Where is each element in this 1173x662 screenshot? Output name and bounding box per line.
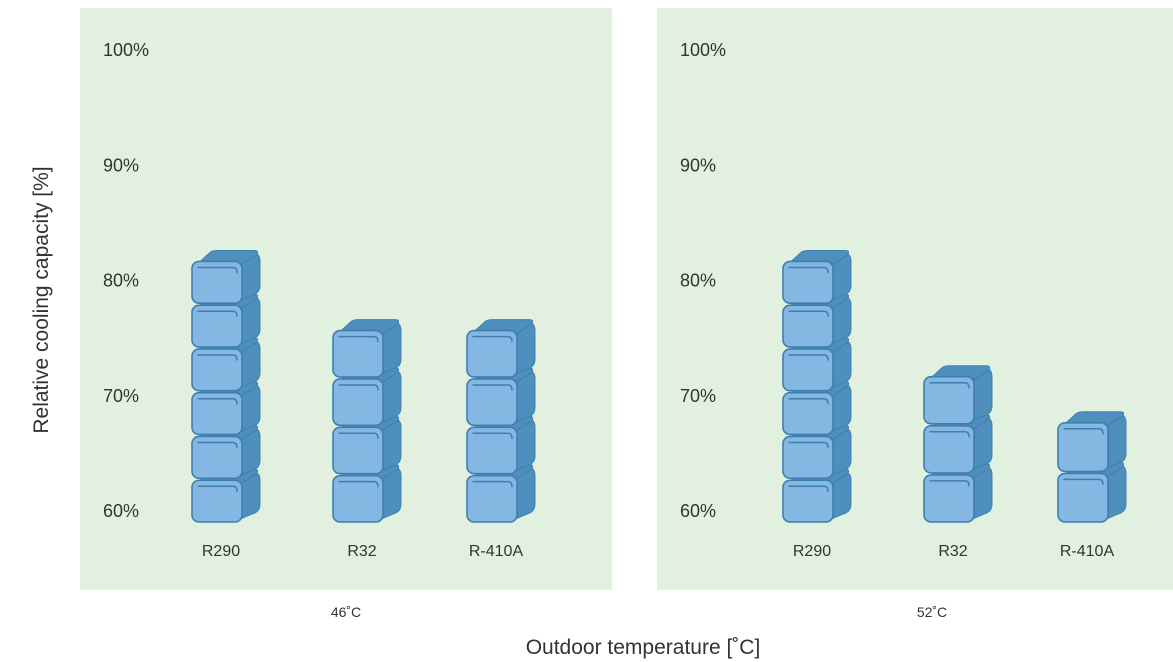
- cube-icon: [782, 337, 852, 392]
- y-tick-label: 100%: [680, 40, 726, 60]
- x-axis-title: Outdoor temperature [˚C]: [526, 636, 761, 659]
- bar-r32: [332, 319, 402, 523]
- cube-icon: [923, 414, 993, 474]
- bar-r290: [191, 249, 261, 523]
- bar-r-410a: [1057, 411, 1127, 523]
- cube-icon: [332, 319, 402, 378]
- y-tick-label: 60%: [680, 501, 716, 521]
- cube-icon: [332, 464, 402, 523]
- y-tick-label: 60%: [103, 501, 139, 521]
- y-tick-label: 80%: [680, 271, 716, 291]
- bar-r290: [782, 249, 852, 523]
- y-tick-label: 90%: [680, 155, 716, 175]
- chart-panel: 60% 70% 80% 90% 100% R290 R32 R-410A: [80, 8, 612, 590]
- y-tick-label: 100%: [103, 40, 149, 60]
- cube-icon: [466, 319, 536, 378]
- category-label: R32: [347, 543, 376, 560]
- bar-r-410a: [466, 319, 536, 523]
- panel-temperature-label: 46˚C: [331, 604, 361, 620]
- chart-panel: 60% 70% 80% 90% 100% R290 R32 R-410A: [657, 8, 1173, 590]
- cube-icon: [782, 249, 852, 305]
- cube-icon: [191, 337, 261, 392]
- category-label: R32: [938, 543, 967, 560]
- y-tick-label: 70%: [103, 386, 139, 406]
- cube-icon: [191, 424, 261, 480]
- bar-r32: [923, 365, 993, 523]
- category-label: R290: [793, 543, 831, 560]
- y-axis-title: Relative cooling capacity [%]: [30, 166, 53, 433]
- category-label: R-410A: [1060, 543, 1115, 560]
- category-label: R290: [202, 543, 240, 560]
- category-label: R-410A: [469, 543, 524, 560]
- panel-temperature-label: 52˚C: [917, 604, 947, 620]
- cube-icon: [191, 249, 261, 305]
- cube-icon: [1057, 411, 1127, 473]
- y-tick-label: 80%: [103, 271, 139, 291]
- y-tick-label: 70%: [680, 386, 716, 406]
- y-tick-label: 90%: [103, 155, 139, 175]
- cube-icon: [923, 365, 993, 425]
